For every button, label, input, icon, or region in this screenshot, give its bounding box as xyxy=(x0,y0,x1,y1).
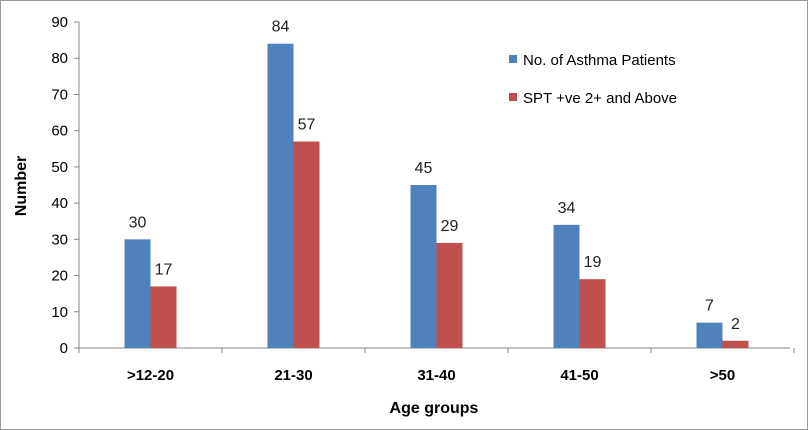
y-tick-label: 70 xyxy=(51,86,68,103)
data-label: 2 xyxy=(731,316,740,333)
y-tick-label: 60 xyxy=(51,123,68,140)
y-tick-label: 0 xyxy=(60,340,68,357)
legend-label: No. of Asthma Patients xyxy=(523,52,676,69)
data-label: 29 xyxy=(441,218,459,235)
x-axis-title: Age groups xyxy=(390,400,479,417)
y-tick-label: 20 xyxy=(51,268,68,285)
x-tick-label: >50 xyxy=(710,367,735,384)
y-axis-title: Number xyxy=(13,156,30,216)
data-label: 84 xyxy=(272,19,290,36)
bar-spt-positive xyxy=(150,286,177,348)
plot-area: 0 10 20 30 40 50 60 70 80 90 >12-20 21-30 31-40 41-50… xyxy=(51,14,795,384)
y-tick-label: 40 xyxy=(51,195,68,212)
data-label: 7 xyxy=(705,298,714,315)
y-tick-label: 50 xyxy=(51,159,68,176)
y-tick-label: 10 xyxy=(51,304,68,321)
bar-asthma-patients xyxy=(124,239,151,348)
x-tick-label: 41-50 xyxy=(560,367,598,384)
bar-spt-positive xyxy=(722,340,749,348)
legend-swatch xyxy=(509,93,517,101)
data-label: 17 xyxy=(155,261,173,278)
data-label: 30 xyxy=(129,214,147,231)
bar-spt-positive xyxy=(436,242,463,348)
y-tick-label: 30 xyxy=(51,231,68,248)
bar-spt-positive xyxy=(293,141,320,348)
bar-spt-positive xyxy=(579,279,606,348)
y-tick-label: 80 xyxy=(51,50,68,67)
data-label: 57 xyxy=(298,117,316,134)
x-tick-label: 21-30 xyxy=(274,367,312,384)
data-label: 19 xyxy=(584,254,602,271)
data-label: 34 xyxy=(558,200,576,217)
legend: No. of Asthma Patients SPT +ve 2+ and Abo… xyxy=(509,52,677,107)
bar-asthma-patients xyxy=(696,322,723,348)
y-tick-label: 90 xyxy=(51,14,68,31)
x-tick-label: 31-40 xyxy=(417,367,455,384)
bar-asthma-patients xyxy=(267,43,294,348)
legend-swatch xyxy=(509,55,517,63)
data-label: 45 xyxy=(415,160,433,177)
legend-label: SPT +ve 2+ and Above xyxy=(523,90,677,107)
x-tick-label: >12-20 xyxy=(127,367,174,384)
bar-asthma-patients xyxy=(553,224,580,348)
bar-asthma-patients xyxy=(410,185,437,348)
